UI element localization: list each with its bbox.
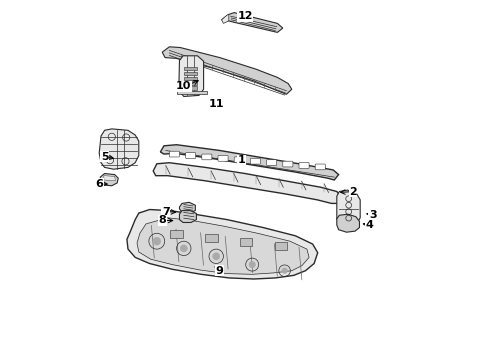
Bar	[274, 242, 287, 250]
Polygon shape	[184, 72, 197, 75]
FancyBboxPatch shape	[283, 161, 293, 167]
Circle shape	[153, 237, 161, 245]
FancyBboxPatch shape	[186, 153, 196, 158]
FancyBboxPatch shape	[234, 157, 245, 163]
Polygon shape	[337, 190, 360, 226]
Polygon shape	[162, 47, 292, 94]
FancyBboxPatch shape	[267, 160, 277, 166]
Polygon shape	[179, 202, 196, 213]
FancyBboxPatch shape	[218, 156, 228, 161]
Bar	[240, 238, 252, 246]
Text: 5: 5	[101, 152, 108, 162]
Text: 7: 7	[162, 207, 170, 217]
Polygon shape	[137, 218, 309, 274]
Polygon shape	[184, 81, 197, 85]
Polygon shape	[99, 129, 139, 169]
FancyBboxPatch shape	[170, 151, 179, 157]
Text: 11: 11	[208, 99, 224, 109]
Text: 4: 4	[365, 220, 373, 230]
Text: 10: 10	[176, 81, 192, 91]
Circle shape	[282, 268, 288, 274]
Polygon shape	[179, 56, 204, 96]
Polygon shape	[184, 77, 197, 80]
Polygon shape	[104, 176, 116, 181]
Text: 12: 12	[237, 11, 253, 21]
Text: 6: 6	[95, 179, 103, 189]
Text: 3: 3	[369, 210, 377, 220]
Polygon shape	[153, 163, 342, 203]
FancyBboxPatch shape	[299, 163, 309, 168]
Text: 2: 2	[349, 186, 357, 197]
FancyBboxPatch shape	[315, 164, 325, 170]
FancyBboxPatch shape	[250, 158, 261, 164]
Polygon shape	[184, 86, 197, 90]
Polygon shape	[184, 67, 197, 70]
Polygon shape	[221, 13, 283, 32]
Polygon shape	[337, 214, 360, 232]
Bar	[170, 230, 183, 238]
Polygon shape	[179, 211, 196, 222]
Text: 9: 9	[216, 266, 224, 276]
Circle shape	[180, 245, 187, 252]
Circle shape	[213, 253, 220, 260]
Polygon shape	[221, 14, 229, 23]
Polygon shape	[160, 145, 339, 180]
Text: 1: 1	[238, 155, 245, 165]
Polygon shape	[176, 91, 207, 94]
Text: 8: 8	[158, 215, 166, 225]
Bar	[205, 234, 218, 242]
Circle shape	[249, 261, 255, 268]
FancyBboxPatch shape	[202, 154, 212, 160]
Polygon shape	[100, 174, 118, 186]
Polygon shape	[127, 210, 318, 279]
